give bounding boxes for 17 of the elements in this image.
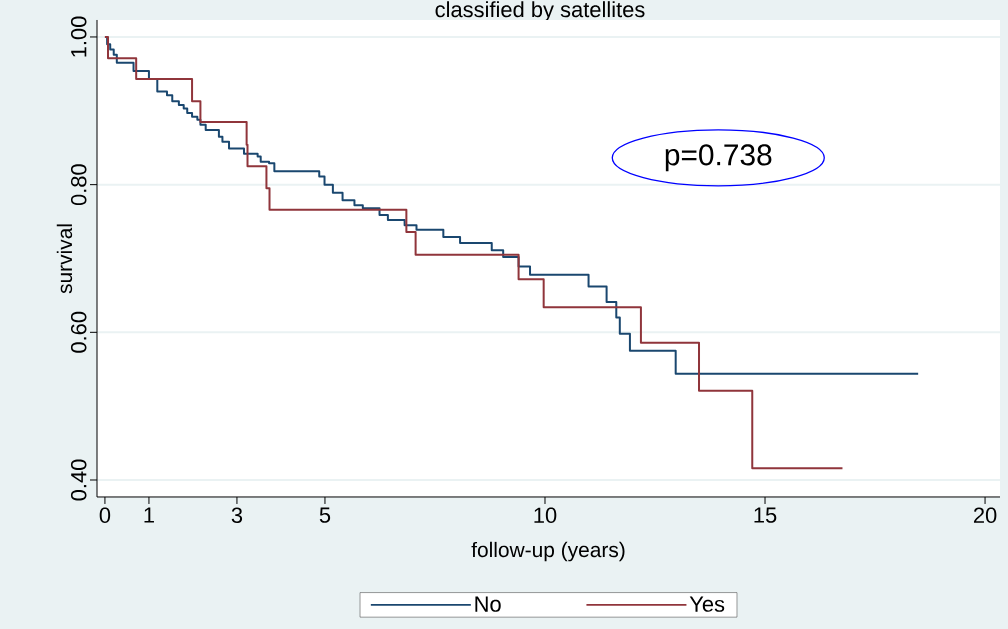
annotation: p=0.738 [665, 144, 772, 172]
legend-label: No [475, 596, 501, 612]
y-tick-label: 0.40 [70, 459, 87, 501]
y-axis-title: survival [56, 224, 73, 294]
x-tick-label: 20 [973, 507, 997, 524]
x-tick-label: 1 [144, 507, 154, 523]
y-tick-label: 0.80 [70, 164, 87, 206]
x-tick-label: 5 [319, 507, 331, 523]
y-tick-label: 0.60 [70, 311, 87, 353]
x-tick-label: 3 [231, 507, 243, 524]
chart-title: classified by satellites [435, 1, 645, 22]
x-tick-label: 10 [534, 507, 557, 524]
legend-label: Yes [689, 596, 725, 612]
x-axis-title: follow-up (years) [471, 541, 625, 562]
x-tick-label: 15 [754, 507, 777, 523]
x-tick-label: 0 [99, 507, 111, 524]
y-tick-label: 1.00 [70, 16, 87, 57]
